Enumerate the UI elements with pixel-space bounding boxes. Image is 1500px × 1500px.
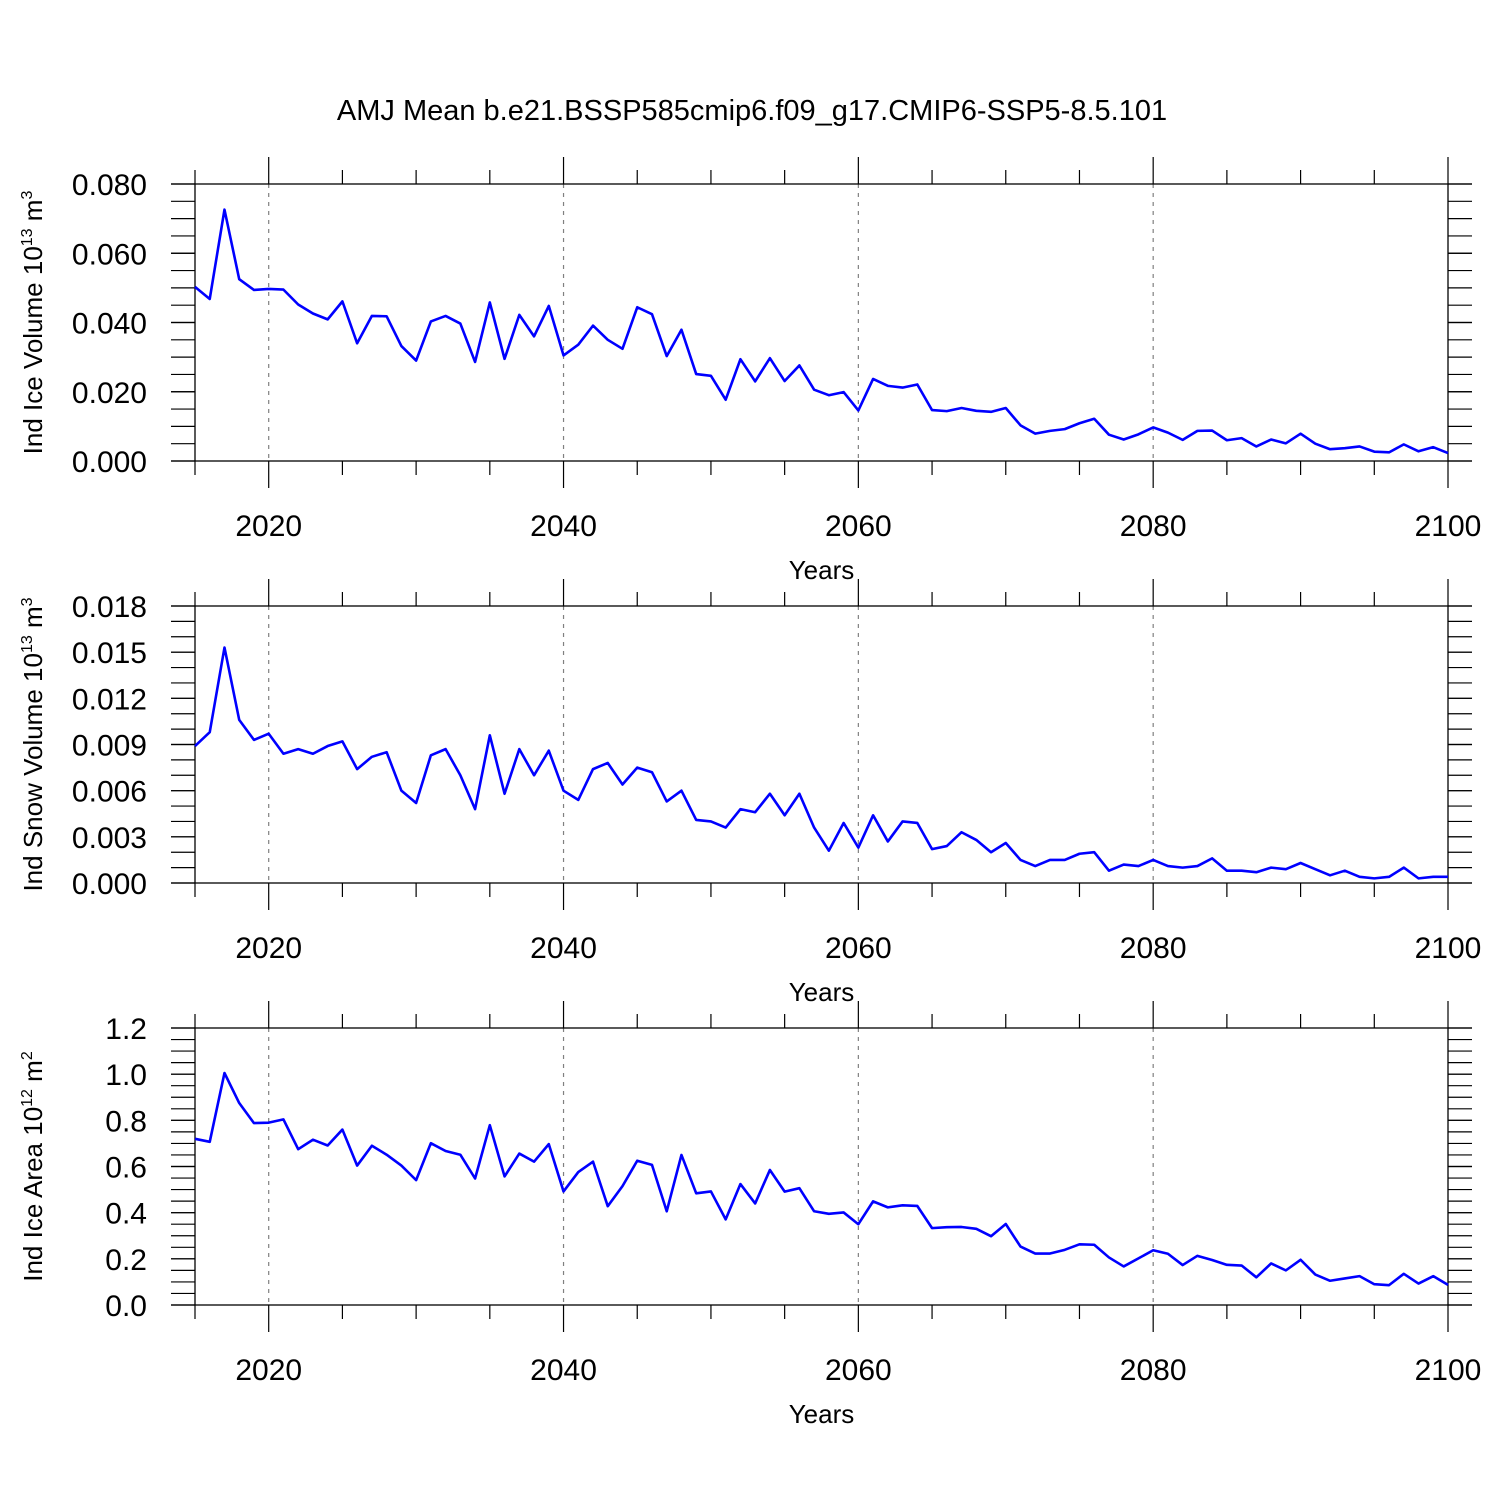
y-tick-label: 0.2	[105, 1244, 147, 1277]
y-tick-label: 0.015	[72, 637, 147, 670]
y-tick-label: 1.2	[105, 1013, 147, 1046]
chart-panel-1: 2020 2040 2060 2080 2100 0.000 0.020 0.040 0.060…	[18, 157, 1481, 585]
x-tick-label: 2020	[235, 932, 302, 965]
y-tick-label: 0.018	[72, 591, 147, 624]
y-tick-label: 0.020	[72, 377, 147, 410]
series-line-3	[194, 1071, 1449, 1287]
x-tick-label: 2060	[825, 932, 892, 965]
y-tick-label: 0.6	[105, 1152, 147, 1185]
y-tick-label: 0.009	[72, 730, 147, 763]
y-tick-label: 0.000	[72, 868, 147, 901]
y-axis-label-unit-exponent: 2	[19, 1051, 36, 1060]
x-tick-label: 2100	[1415, 1354, 1482, 1387]
y-tick-label: 0.003	[72, 822, 147, 855]
y-axis-label-unit: m	[18, 606, 48, 635]
y-axis-label-unit-exponent: 3	[19, 191, 36, 200]
x-tick-label: 2060	[825, 510, 892, 543]
x-tick-label: 2080	[1120, 510, 1187, 543]
y-axis-label: Ind Snow Volume 1013 m3	[18, 597, 48, 891]
y-tick-label: 1.0	[105, 1059, 147, 1092]
y-tick-label: 0.012	[72, 683, 147, 716]
y-axis-label-unit: m	[18, 200, 48, 229]
x-tick-label: 2080	[1120, 1354, 1187, 1387]
y-axis-label-unit: m	[18, 1060, 48, 1089]
y-tick-label: 0.060	[72, 238, 147, 271]
x-tick-label: 2040	[530, 932, 597, 965]
y-tick-label: 0.0	[105, 1290, 147, 1323]
y-tick-label: 0.006	[72, 776, 147, 809]
y-axis-label-main: Ind Snow Volume 10	[18, 653, 48, 892]
x-tick-label: 2080	[1120, 932, 1187, 965]
x-tick-label: 2100	[1415, 932, 1482, 965]
x-axis-label: Years	[789, 977, 855, 1007]
y-tick-label: 0.080	[72, 169, 147, 202]
chart-panel-2: 2020 2040 2060 2080 2100 0.000 0.003 0.006 0.009…	[18, 579, 1481, 1007]
y-axis-label-main: Ind Ice Volume 10	[18, 246, 48, 454]
y-axis-label: Ind Ice Volume 1013 m3	[18, 191, 48, 455]
x-tick-label: 2040	[530, 510, 597, 543]
y-axis-label-exponent: 13	[19, 635, 36, 653]
y-axis-label-exponent: 13	[19, 228, 36, 246]
y-axis-label-main: Ind Ice Area 10	[18, 1107, 48, 1282]
y-axis-label-exponent: 12	[19, 1089, 36, 1107]
y-tick-label: 0.4	[105, 1198, 147, 1231]
x-tick-label: 2060	[825, 1354, 892, 1387]
x-tick-label: 2040	[530, 1354, 597, 1387]
series-line-1	[194, 208, 1449, 455]
x-tick-label: 2020	[235, 1354, 302, 1387]
x-axis-label: Years	[789, 555, 855, 585]
y-tick-label: 0.040	[72, 308, 147, 341]
y-axis-label: Ind Ice Area 1012 m2	[18, 1051, 48, 1282]
x-tick-label: 2100	[1415, 510, 1482, 543]
x-axis-label: Years	[789, 1399, 855, 1429]
y-axis-label-unit-exponent: 3	[19, 597, 36, 606]
y-tick-label: 0.8	[105, 1105, 147, 1138]
series-line-2	[194, 646, 1448, 880]
y-tick-label: 0.000	[72, 446, 147, 479]
figure-title: AMJ Mean b.e21.BSSP585cmip6.f09_g17.CMIP…	[337, 95, 1167, 127]
chart-panel-3: 2020 2040 2060 2080 2100 0.0 0.2 0.4 0.6 0.8 1.0 1.…	[18, 1001, 1481, 1429]
x-tick-label: 2020	[235, 510, 302, 543]
